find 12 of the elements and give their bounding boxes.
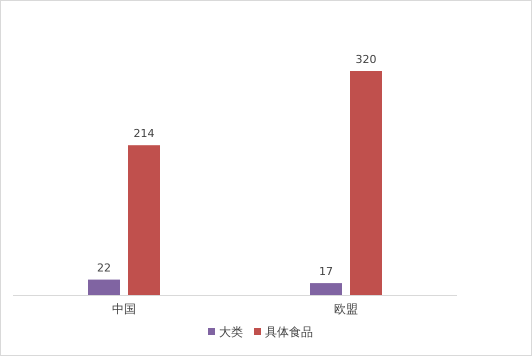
- data-label: 214: [134, 127, 154, 140]
- bar: [350, 71, 382, 295]
- bar: [128, 145, 160, 295]
- legend-label: 具体食品: [265, 325, 313, 339]
- data-label: 320: [356, 53, 376, 66]
- legend-label: 大类: [219, 325, 243, 339]
- bar: [310, 283, 342, 295]
- data-label: 17: [319, 265, 333, 278]
- bar: [88, 280, 120, 295]
- x-tick-label: 中国: [112, 302, 136, 316]
- data-label: 22: [97, 262, 111, 275]
- x-tick-label: 欧盟: [334, 302, 358, 316]
